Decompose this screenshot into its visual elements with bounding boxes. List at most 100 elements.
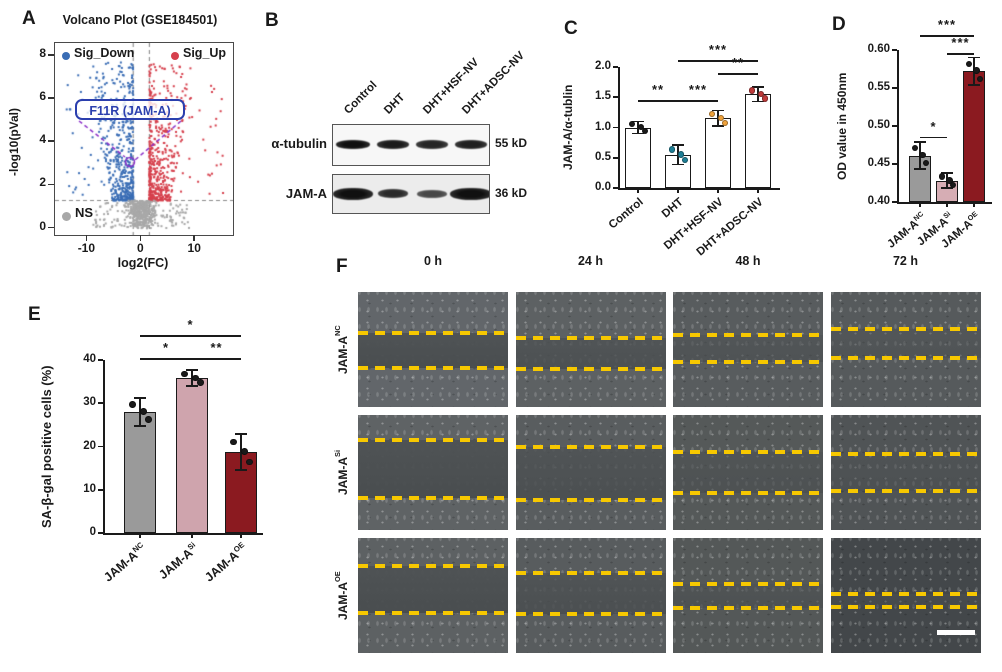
panel-b: B α-tubulin 55 kD JAM-A 36 kD Control DHT… — [245, 6, 535, 246]
y-tick-label: 4 — [39, 132, 46, 147]
volcano-scatter-canvas — [55, 43, 233, 235]
y-tick — [98, 445, 103, 448]
data-point — [748, 87, 756, 94]
data-point — [721, 119, 729, 127]
y-tick-label: 0.0 — [595, 181, 611, 193]
wound-edge-line — [515, 611, 666, 616]
bar — [124, 411, 156, 533]
significance-label: * — [930, 118, 937, 134]
x-axis — [103, 533, 263, 535]
y-tick — [98, 402, 103, 405]
data-point — [708, 110, 716, 118]
protein-band — [378, 189, 408, 198]
micrograph — [358, 292, 508, 407]
y-tick-label: 1.5 — [595, 90, 611, 103]
timepoint-header: 48 h — [735, 254, 761, 268]
x-tick-label: 10 — [187, 241, 201, 255]
y-tick-label: 0.40 — [867, 195, 890, 207]
panel-a-label: A — [22, 8, 36, 29]
protein-label-tubulin: α-tubulin — [271, 136, 327, 151]
panel-e: E SA-β-gal positive cells (%) 0 10 20 30 40 J… — [10, 296, 332, 668]
error-cap — [968, 84, 980, 86]
legend-sig-up-label: Sig_Up — [183, 46, 227, 60]
wound-edge-line — [673, 582, 823, 586]
blot-box — [332, 124, 490, 166]
legend-ns-label: NS — [75, 205, 94, 220]
x-tick — [139, 235, 142, 241]
error-cap — [235, 433, 247, 435]
x-tick-label: -10 — [77, 241, 96, 255]
significance-label: *** — [688, 82, 708, 98]
bar — [745, 94, 771, 188]
micrograph — [830, 538, 981, 653]
wound-edge-line — [673, 606, 823, 611]
wound-gap — [673, 334, 823, 363]
legend-sig-down-label: Sig_Down — [74, 46, 135, 60]
y-tick-label: 2 — [39, 175, 46, 190]
micrograph — [358, 538, 508, 653]
error-cap — [941, 172, 953, 175]
wound-gap — [515, 572, 666, 614]
molecular-weight-36kd: 36 kD — [495, 186, 528, 200]
wound-edge-line — [673, 360, 823, 365]
wound-edge-line — [830, 452, 981, 457]
micrograph — [830, 292, 981, 407]
panel-d-label: D — [832, 14, 846, 35]
wound-edge-line — [515, 570, 666, 575]
wound-edge-line — [515, 367, 666, 372]
significance-line — [140, 357, 192, 360]
protein-band — [417, 189, 447, 198]
x-tick — [240, 533, 242, 538]
error-cap — [752, 100, 764, 103]
y-tick — [48, 54, 54, 56]
micrograph — [673, 415, 823, 530]
panel-f-label: F — [336, 256, 348, 277]
x-tick — [85, 235, 88, 241]
y-tick — [48, 183, 54, 186]
gene-annotation-box: F11R (JAM-A) — [75, 99, 185, 120]
y-tick — [892, 201, 897, 203]
volcano-x-axis-label: log2(FC) — [117, 256, 169, 270]
error-bar — [240, 433, 242, 471]
y-tick — [892, 87, 897, 89]
data-point — [919, 151, 926, 159]
significance-line — [192, 357, 241, 360]
wound-edge-line — [358, 365, 508, 370]
x-category-label: JAM-ASi — [156, 540, 198, 583]
condition-row-label: JAM-ANC — [333, 325, 350, 374]
x-tick-label: 0 — [136, 241, 144, 255]
data-point — [230, 438, 237, 446]
x-tick — [717, 188, 719, 193]
data-point — [628, 120, 636, 128]
y-tick — [892, 125, 897, 127]
significance-label: *** — [951, 35, 970, 51]
y-tick — [98, 488, 103, 491]
x-tick — [191, 533, 193, 538]
wound-edge-line — [673, 332, 823, 337]
wound-gap — [358, 333, 508, 368]
y-tick — [48, 226, 54, 229]
significance-line — [718, 73, 758, 75]
legend-sig-up-dot — [171, 52, 179, 60]
y-tick-label: 0.60 — [867, 43, 890, 55]
error-cap — [752, 86, 764, 88]
error-cap — [134, 397, 146, 399]
y-tick-label: 30 — [83, 396, 96, 409]
data-point — [938, 173, 946, 180]
data-point — [757, 90, 765, 98]
molecular-weight-55kd: 55 kD — [495, 136, 528, 150]
x-tick — [757, 188, 759, 193]
significance-line — [678, 59, 758, 62]
micrograph — [673, 538, 823, 653]
error-cap — [712, 109, 724, 112]
significance-label: ** — [210, 339, 223, 355]
x-tick — [919, 202, 921, 207]
y-axis — [897, 50, 899, 202]
y-tick — [48, 97, 54, 99]
y-tick-label: 10 — [83, 482, 96, 495]
wound-gap — [358, 440, 508, 498]
panel-b-label: B — [265, 10, 279, 31]
bar — [225, 452, 257, 533]
micrograph — [830, 415, 981, 530]
error-cap — [968, 56, 980, 59]
